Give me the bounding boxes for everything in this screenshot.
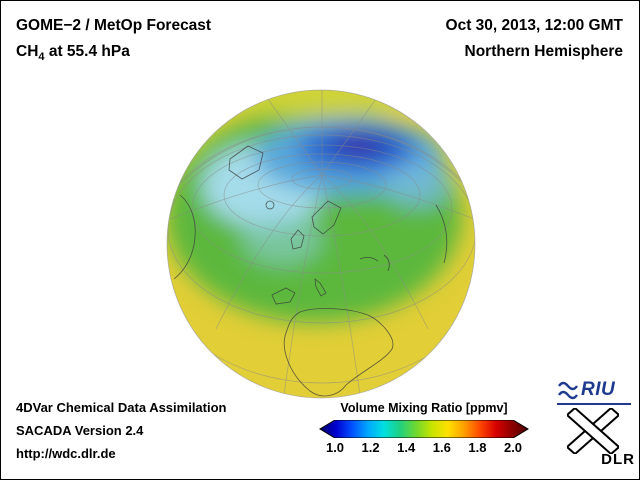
colorbar-gradient	[319, 420, 529, 438]
hemisphere-label: Northern Hemisphere	[464, 43, 623, 60]
globe-outline	[166, 89, 476, 399]
dlr-logo: DLR	[563, 408, 635, 468]
globe-map	[166, 89, 476, 399]
product-title: GOME−2 / MetOp Forecast	[16, 17, 212, 34]
colorbar-tick: 2.0	[503, 440, 523, 455]
version-label: SACADA Version 2.4	[16, 423, 144, 438]
colorbar-tick: 1.6	[432, 440, 451, 455]
riu-waves-icon	[558, 381, 578, 400]
colorbar-tick: 1.8	[468, 440, 487, 455]
colorbar-title: Volume Mixing Ratio [ppmv]	[340, 401, 508, 415]
riu-logo-text: RIU	[581, 379, 616, 400]
data-url: http://wdc.dlr.de	[16, 446, 116, 461]
species-level-title: CH4 at 55.4 hPa	[16, 39, 211, 70]
riu-logo: RIU	[557, 378, 631, 405]
continent-outlines	[173, 145, 448, 397]
header-right: Oct 30, 2013, 12:00 GMT Northern Hemisph…	[446, 13, 623, 65]
species-symbol: CH	[16, 43, 39, 60]
dlr-logo-text: DLR	[601, 451, 635, 468]
header-left: GOME−2 / MetOp Forecast CH4 at 55.4 hPa	[16, 13, 211, 70]
colorbar-tick: 1.0	[325, 440, 345, 455]
species-subscript: 4	[38, 51, 45, 64]
datetime-label: Oct 30, 2013, 12:00 GMT	[445, 17, 623, 34]
colorbar-ticks: 1.0 1.2 1.4 1.6 1.8 2.0	[326, 440, 522, 456]
pressure-level-label: at 55.4 hPa	[44, 43, 130, 60]
dlr-mark-icon	[567, 408, 619, 454]
colorbar-tick: 1.2	[361, 440, 380, 455]
colorbar	[319, 420, 529, 438]
colorbar-tick: 1.4	[397, 440, 416, 455]
assimilation-label: 4DVar Chemical Data Assimilation	[16, 400, 227, 415]
